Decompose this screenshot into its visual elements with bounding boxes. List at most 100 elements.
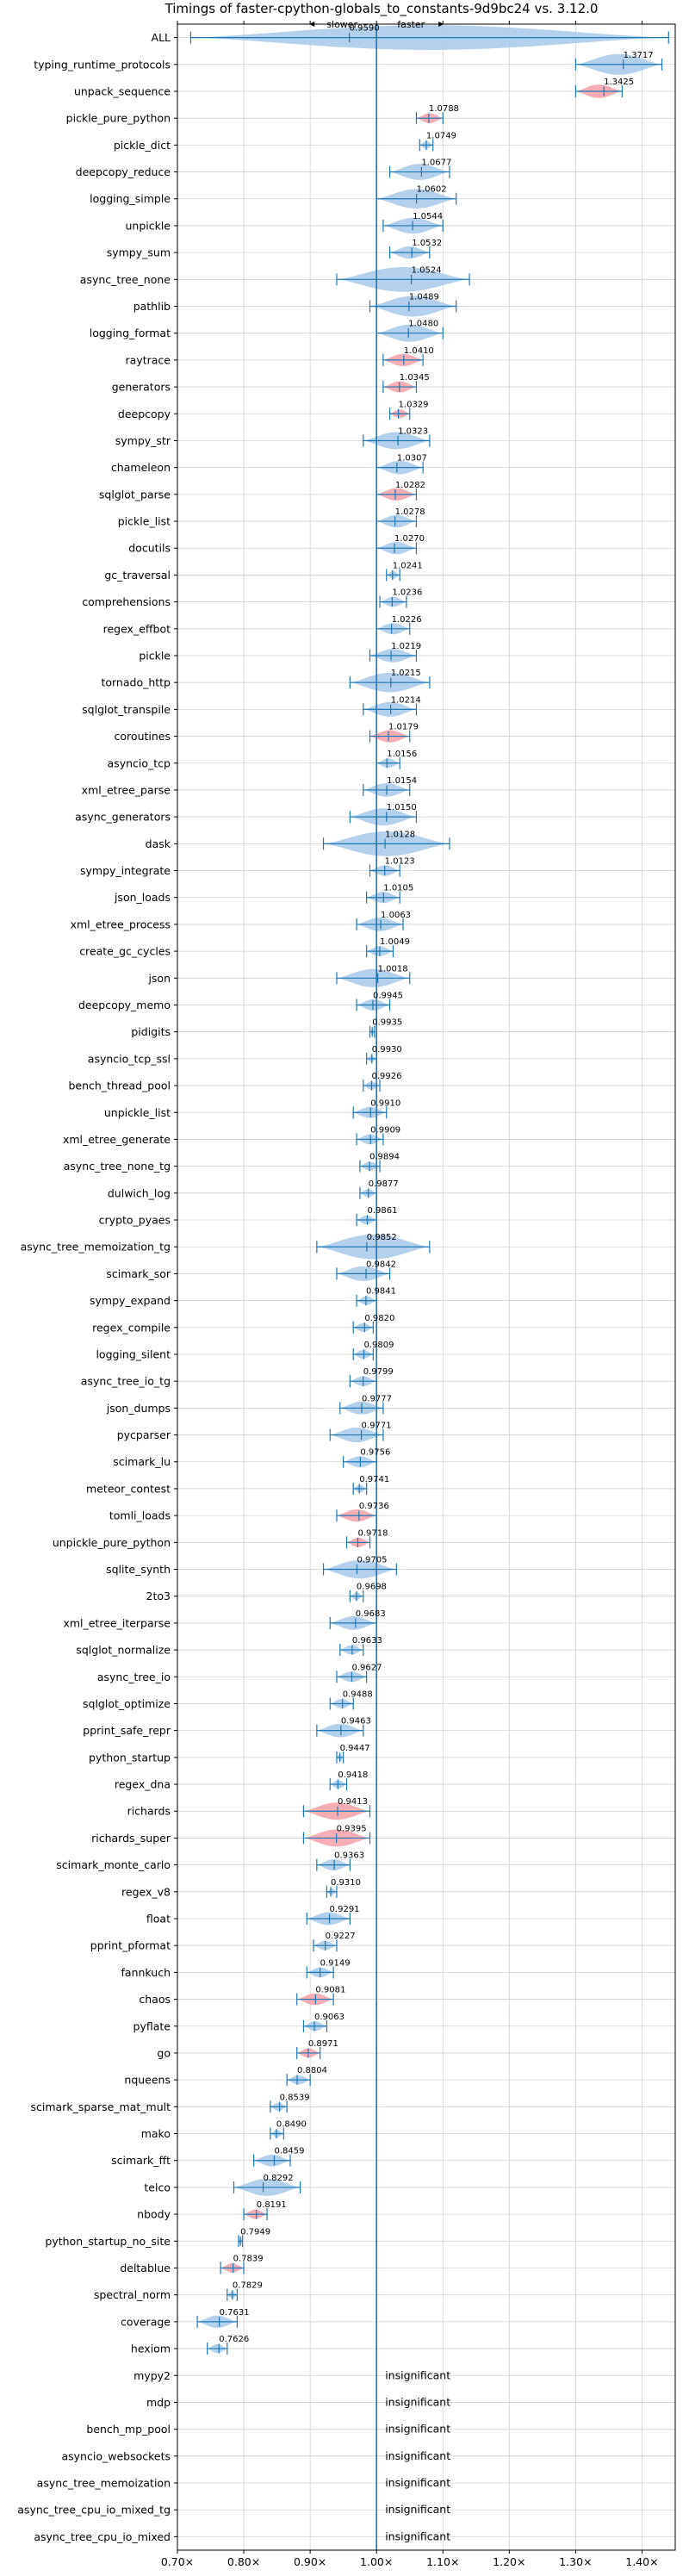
- row-label: dask: [146, 837, 171, 850]
- row-label: hexiom: [131, 2343, 171, 2355]
- row-label: async_tree_none: [80, 273, 171, 286]
- value-label-sqlite-synth: 0.9705: [357, 1556, 387, 1565]
- row-label: gc_traversal: [104, 569, 171, 582]
- value-label-async-generators: 1.0150: [387, 803, 417, 812]
- value-label-async-tree-none: 1.0524: [412, 265, 442, 275]
- row-label: async_tree_memoization: [37, 2477, 171, 2490]
- value-label-json-loads: 1.0105: [383, 884, 413, 893]
- x-tick-label-bottom: 0.90×: [294, 2555, 326, 2568]
- row-label: tornado_http: [101, 676, 171, 689]
- value-label-async-tree-io: 0.9627: [351, 1663, 382, 1672]
- row-label: xml_etree_parse: [82, 783, 171, 796]
- row-label: mdp: [146, 2396, 171, 2409]
- row-label: sqlglot_parse: [99, 488, 171, 501]
- row-label: async_tree_cpu_io_mixed_tg: [17, 2504, 171, 2517]
- insignificant-label: insignificant: [385, 2368, 450, 2381]
- value-label-nbody: 0.8191: [257, 2200, 287, 2210]
- row-label: async_tree_io: [97, 1671, 171, 1683]
- row-label: async_tree_cpu_io_mixed: [34, 2530, 171, 2543]
- value-label-mako: 0.8490: [276, 2120, 307, 2130]
- value-label-xml-etree-process: 1.0063: [381, 911, 411, 920]
- row-label: pickle_pure_python: [66, 112, 171, 125]
- value-label-python-startup-no-site: 0.7949: [240, 2227, 270, 2237]
- row-label: mako: [141, 2127, 171, 2140]
- value-label-float: 0.9291: [330, 1905, 360, 1914]
- row-label: pickle_dict: [114, 139, 171, 152]
- value-label-asyncio-tcp-ssl: 0.9930: [372, 1045, 402, 1055]
- row-label: ALL: [152, 31, 171, 44]
- violin-layer: [189, 25, 669, 2355]
- value-label-go: 0.8971: [308, 2039, 338, 2049]
- row-label: scimark_sor: [106, 1267, 171, 1280]
- value-label-chameleon: 1.0307: [397, 454, 427, 464]
- row-label: async_tree_io_tg: [81, 1375, 171, 1388]
- row-label: mypy2: [133, 2369, 171, 2382]
- value-label-xml-etree-generate: 0.9909: [370, 1125, 400, 1135]
- value-label-coverage: 0.7631: [220, 2308, 250, 2318]
- row-label: sqlglot_normalize: [76, 1644, 171, 1657]
- row-label: async_generators: [75, 811, 171, 824]
- row-label: scimark_fft: [111, 2154, 171, 2167]
- value-label-pickle: 1.0219: [391, 642, 421, 651]
- value-label-xml-etree-iterparse: 0.9683: [356, 1609, 386, 1619]
- row-label: spectral_norm: [94, 2288, 171, 2301]
- value-label-json: 1.0018: [378, 964, 408, 974]
- row-label: richards: [127, 1805, 171, 1818]
- value-label-gc-traversal: 1.0241: [393, 561, 423, 570]
- value-label-coroutines: 1.0179: [388, 723, 419, 732]
- row-label: pycparser: [117, 1428, 171, 1441]
- row-label: xml_etree_generate: [63, 1133, 171, 1146]
- value-label-scimark-sparse-mat-mult: 0.8539: [280, 2093, 310, 2102]
- row-label: regex_dna: [115, 1778, 171, 1791]
- x-tick-label-bottom: 1.20×: [493, 2555, 525, 2568]
- row-label: tomli_loads: [109, 1509, 171, 1522]
- row-label: scimark_lu: [113, 1455, 171, 1468]
- value-label-nqueens: 0.8804: [297, 2066, 327, 2075]
- slower-arrowhead: [309, 22, 315, 27]
- value-label-sympy-integrate: 1.0123: [385, 857, 415, 867]
- value-label-scimark-fft: 0.8459: [274, 2147, 304, 2156]
- chart-title: Timings of faster-cpython-globals_to_con…: [164, 1, 599, 17]
- row-label: regex_compile: [92, 1321, 171, 1334]
- row-label: typing_runtime_protocols: [34, 58, 171, 71]
- row-label: xml_etree_process: [71, 918, 171, 930]
- value-label-pickle-pure-python: 1.0788: [429, 104, 459, 114]
- row-label: asyncio_tcp_ssl: [88, 1052, 171, 1065]
- row-label: fannkuch: [121, 1966, 171, 1979]
- row-label: chameleon: [111, 461, 171, 474]
- value-label-regex-compile: 0.9820: [364, 1314, 394, 1323]
- row-label: raytrace: [126, 353, 171, 366]
- row-label: richards_super: [91, 1832, 171, 1845]
- row-label: pickle_list: [118, 515, 171, 528]
- insignificant-label: insignificant: [385, 2529, 450, 2542]
- value-label-pycparser: 0.9771: [362, 1422, 392, 1431]
- value-label-deltablue: 0.7839: [233, 2254, 264, 2263]
- label-layer: 0.9590 1.3717 1.3425 1.0788 1.0749 1.0677 1.06…: [219, 24, 653, 2543]
- value-label-typing-runtime-protocols: 1.3717: [624, 51, 654, 60]
- row-label: asyncio_tcp: [108, 756, 171, 769]
- value-label-sqlglot-transpile: 1.0214: [391, 695, 421, 705]
- row-label: sympy_integrate: [80, 864, 171, 877]
- row-label: generators: [112, 381, 171, 394]
- row-label: scimark_sparse_mat_mult: [31, 2100, 171, 2113]
- row-label: sympy_sum: [107, 246, 171, 259]
- row-label: pidigits: [131, 1025, 171, 1038]
- row-label: pprint_safe_repr: [83, 1724, 171, 1737]
- value-label-unpickle: 1.0544: [413, 212, 443, 221]
- row-label: xml_etree_iterparse: [63, 1616, 171, 1629]
- value-label-xml-etree-parse: 1.0154: [387, 776, 417, 786]
- row-label: pathlib: [133, 300, 171, 313]
- faster-label: faster: [397, 19, 425, 30]
- row-label: scimark_monte_carlo: [56, 1858, 171, 1871]
- row-label: go: [157, 2046, 171, 2059]
- row-label: deltablue: [120, 2262, 171, 2274]
- value-label-pprint-pformat: 0.9227: [326, 1932, 356, 1941]
- row-label: pprint_pformat: [90, 1939, 171, 1952]
- row-label: deepcopy_reduce: [76, 165, 171, 178]
- row-label: pyflate: [133, 2019, 171, 2032]
- row-label: coverage: [121, 2315, 171, 2328]
- value-label-deepcopy: 1.0329: [399, 400, 429, 409]
- value-label-pprint-safe-repr: 0.9463: [341, 1717, 371, 1727]
- value-label-async-tree-memoization-tg: 0.9852: [367, 1233, 397, 1242]
- value-label-chaos: 0.9081: [315, 1986, 345, 1995]
